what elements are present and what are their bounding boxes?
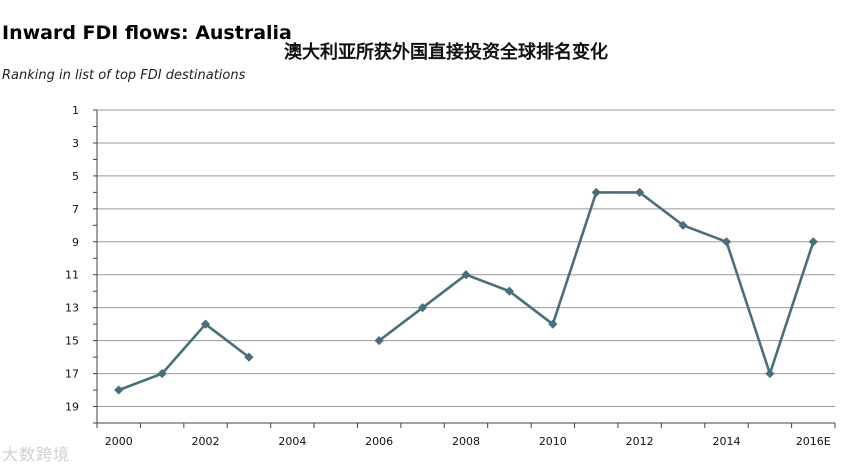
series-lines <box>118 191 815 392</box>
series-markers <box>114 187 818 395</box>
x-tick-label: 2006 <box>365 435 393 448</box>
y-tick-label: 9 <box>72 236 79 249</box>
y-tick-label: 3 <box>72 137 79 150</box>
data-point-marker <box>548 319 558 329</box>
chart-subtitle: Ranking in list of top FDI destinations <box>2 68 246 83</box>
y-tick-label: 15 <box>65 335 79 348</box>
x-tick-label: 2010 <box>539 435 567 448</box>
data-point-marker <box>244 352 254 362</box>
y-tick-label: 17 <box>65 368 79 381</box>
watermark: 大数跨境 <box>2 445 71 464</box>
data-point-marker <box>635 187 645 197</box>
y-tick-label: 13 <box>65 302 79 315</box>
x-tick-label: 2004 <box>278 435 306 448</box>
y-tick-label: 7 <box>72 203 79 216</box>
gridlines <box>97 109 835 408</box>
data-point-marker <box>504 286 515 296</box>
data-point-marker <box>157 368 167 379</box>
x-tick-label: 2000 <box>105 435 133 448</box>
x-tick-label: 2012 <box>626 435 654 448</box>
chinese-title: 澳大利亚所获外国直接投资全球排名变化 <box>284 42 608 63</box>
data-point-marker <box>461 270 471 280</box>
x-tick-label: 2016E <box>796 435 831 448</box>
data-point-marker <box>374 336 384 346</box>
data-point-marker <box>721 237 732 247</box>
y-tick-label: 5 <box>72 170 79 183</box>
data-point-marker <box>417 303 428 313</box>
x-axis-ticks: 2000 2002 2004 2006 2008 2010 2012 2014 2016E <box>105 435 831 448</box>
series-line-segment <box>118 322 250 392</box>
axes <box>93 109 836 428</box>
y-tick-label: 11 <box>65 269 79 282</box>
data-point-marker <box>114 385 124 395</box>
y-tick-label: 19 <box>65 401 79 414</box>
data-point-marker <box>200 319 211 329</box>
chart-title: Inward FDI flows: Australia <box>2 22 292 44</box>
data-point-marker <box>808 237 818 247</box>
x-tick-label: 2002 <box>192 435 220 448</box>
x-tick-label: 2014 <box>712 435 740 448</box>
data-point-marker <box>678 220 688 230</box>
x-tick-label: 2008 <box>452 435 480 448</box>
data-point-marker <box>591 187 601 197</box>
data-point-marker <box>765 368 775 379</box>
y-tick-label: 1 <box>72 104 79 117</box>
series-line-segment <box>378 191 815 375</box>
